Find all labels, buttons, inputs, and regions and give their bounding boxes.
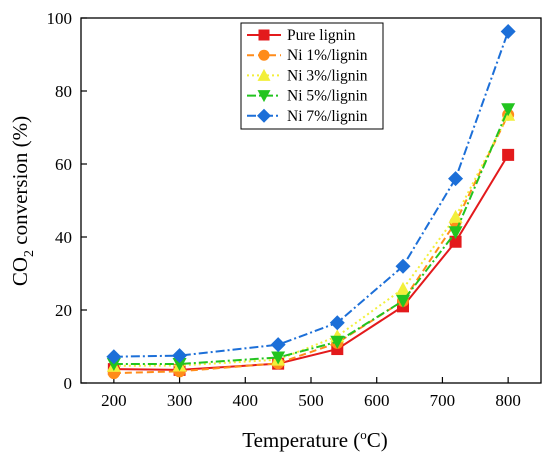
legend-label-3: Ni 3%/lignin: [287, 67, 368, 84]
y-tick-label-0: 0: [64, 374, 73, 393]
legend-item-4: Ni 5%/lignin: [247, 88, 368, 105]
series-4-point-7: [501, 103, 516, 117]
y-tick-label-100: 100: [47, 9, 73, 28]
x-tick-label-800: 800: [495, 391, 521, 410]
x-tick-label-200: 200: [101, 391, 127, 410]
series-3-point-6: [448, 209, 463, 223]
legend-marker-3: [257, 68, 271, 81]
series-5: [106, 24, 516, 365]
series-5-point-3: [270, 337, 286, 353]
series-4-point-6: [448, 226, 463, 240]
series-5-point-5: [395, 258, 411, 274]
legend-marker-2: [258, 49, 270, 61]
series-layer: [106, 24, 516, 380]
series-3-point-5: [396, 281, 410, 295]
axes: [80, 17, 542, 384]
legend-label-2: Ni 1%/lignin: [287, 47, 368, 64]
legend-marker-4: [257, 90, 271, 103]
x-tick-label-400: 400: [233, 391, 259, 410]
series-4-point-2: [172, 358, 187, 372]
x-tick-label-500: 500: [298, 391, 324, 410]
legend-item-1: Pure lignin: [247, 27, 356, 44]
x-tick-label-700: 700: [430, 391, 456, 410]
legend-item-2: Ni 1%/lignin: [247, 47, 368, 64]
series-2-line: [113, 114, 510, 375]
legend-marker-1: [258, 29, 270, 41]
legend-item-3: Ni 3%/lignin: [247, 67, 368, 84]
x-tick-label-300: 300: [167, 391, 193, 410]
y-tick-label-60: 60: [55, 155, 72, 174]
legend-label-1: Pure lignin: [287, 27, 356, 44]
series-1-point-6: [449, 235, 462, 248]
series-1-point-7: [502, 148, 515, 161]
tick-labels: 200 300 400 500 600 700 800 0 20 40 60 80 100: [47, 9, 521, 410]
series-4: [106, 103, 516, 372]
series-5-point-1: [106, 349, 122, 365]
legend-label-5: Ni 7%/lignin: [287, 108, 368, 125]
y-tick-label-40: 40: [55, 228, 72, 247]
series-4-point-4: [330, 335, 345, 349]
series-5-point-7: [500, 24, 516, 40]
series-4-line: [113, 108, 510, 366]
legend-marker-5: [257, 108, 271, 123]
series-4-point-1: [106, 358, 121, 372]
series-1-line: [113, 154, 509, 371]
x-tick-label-600: 600: [364, 391, 390, 410]
series-4-point-5: [396, 294, 410, 308]
y-axis-title: CO2 conversion (%): [8, 116, 37, 286]
y-tick-label-20: 20: [55, 301, 72, 320]
legend-label-4: Ni 5%/lignin: [287, 88, 368, 105]
series-5-point-4: [329, 315, 345, 331]
y-tick-label-80: 80: [55, 82, 72, 101]
series-5-point-2: [172, 348, 188, 364]
series-5-point-6: [448, 171, 464, 187]
x-axis-title: Temperature (oC): [242, 427, 388, 452]
legend-item-5: Ni 7%/lignin: [247, 108, 368, 125]
series-4-point-3: [271, 351, 286, 365]
legend: Pure lignin Ni 1%/lignin Ni 3%/lignin Ni 5%…: [240, 22, 384, 130]
